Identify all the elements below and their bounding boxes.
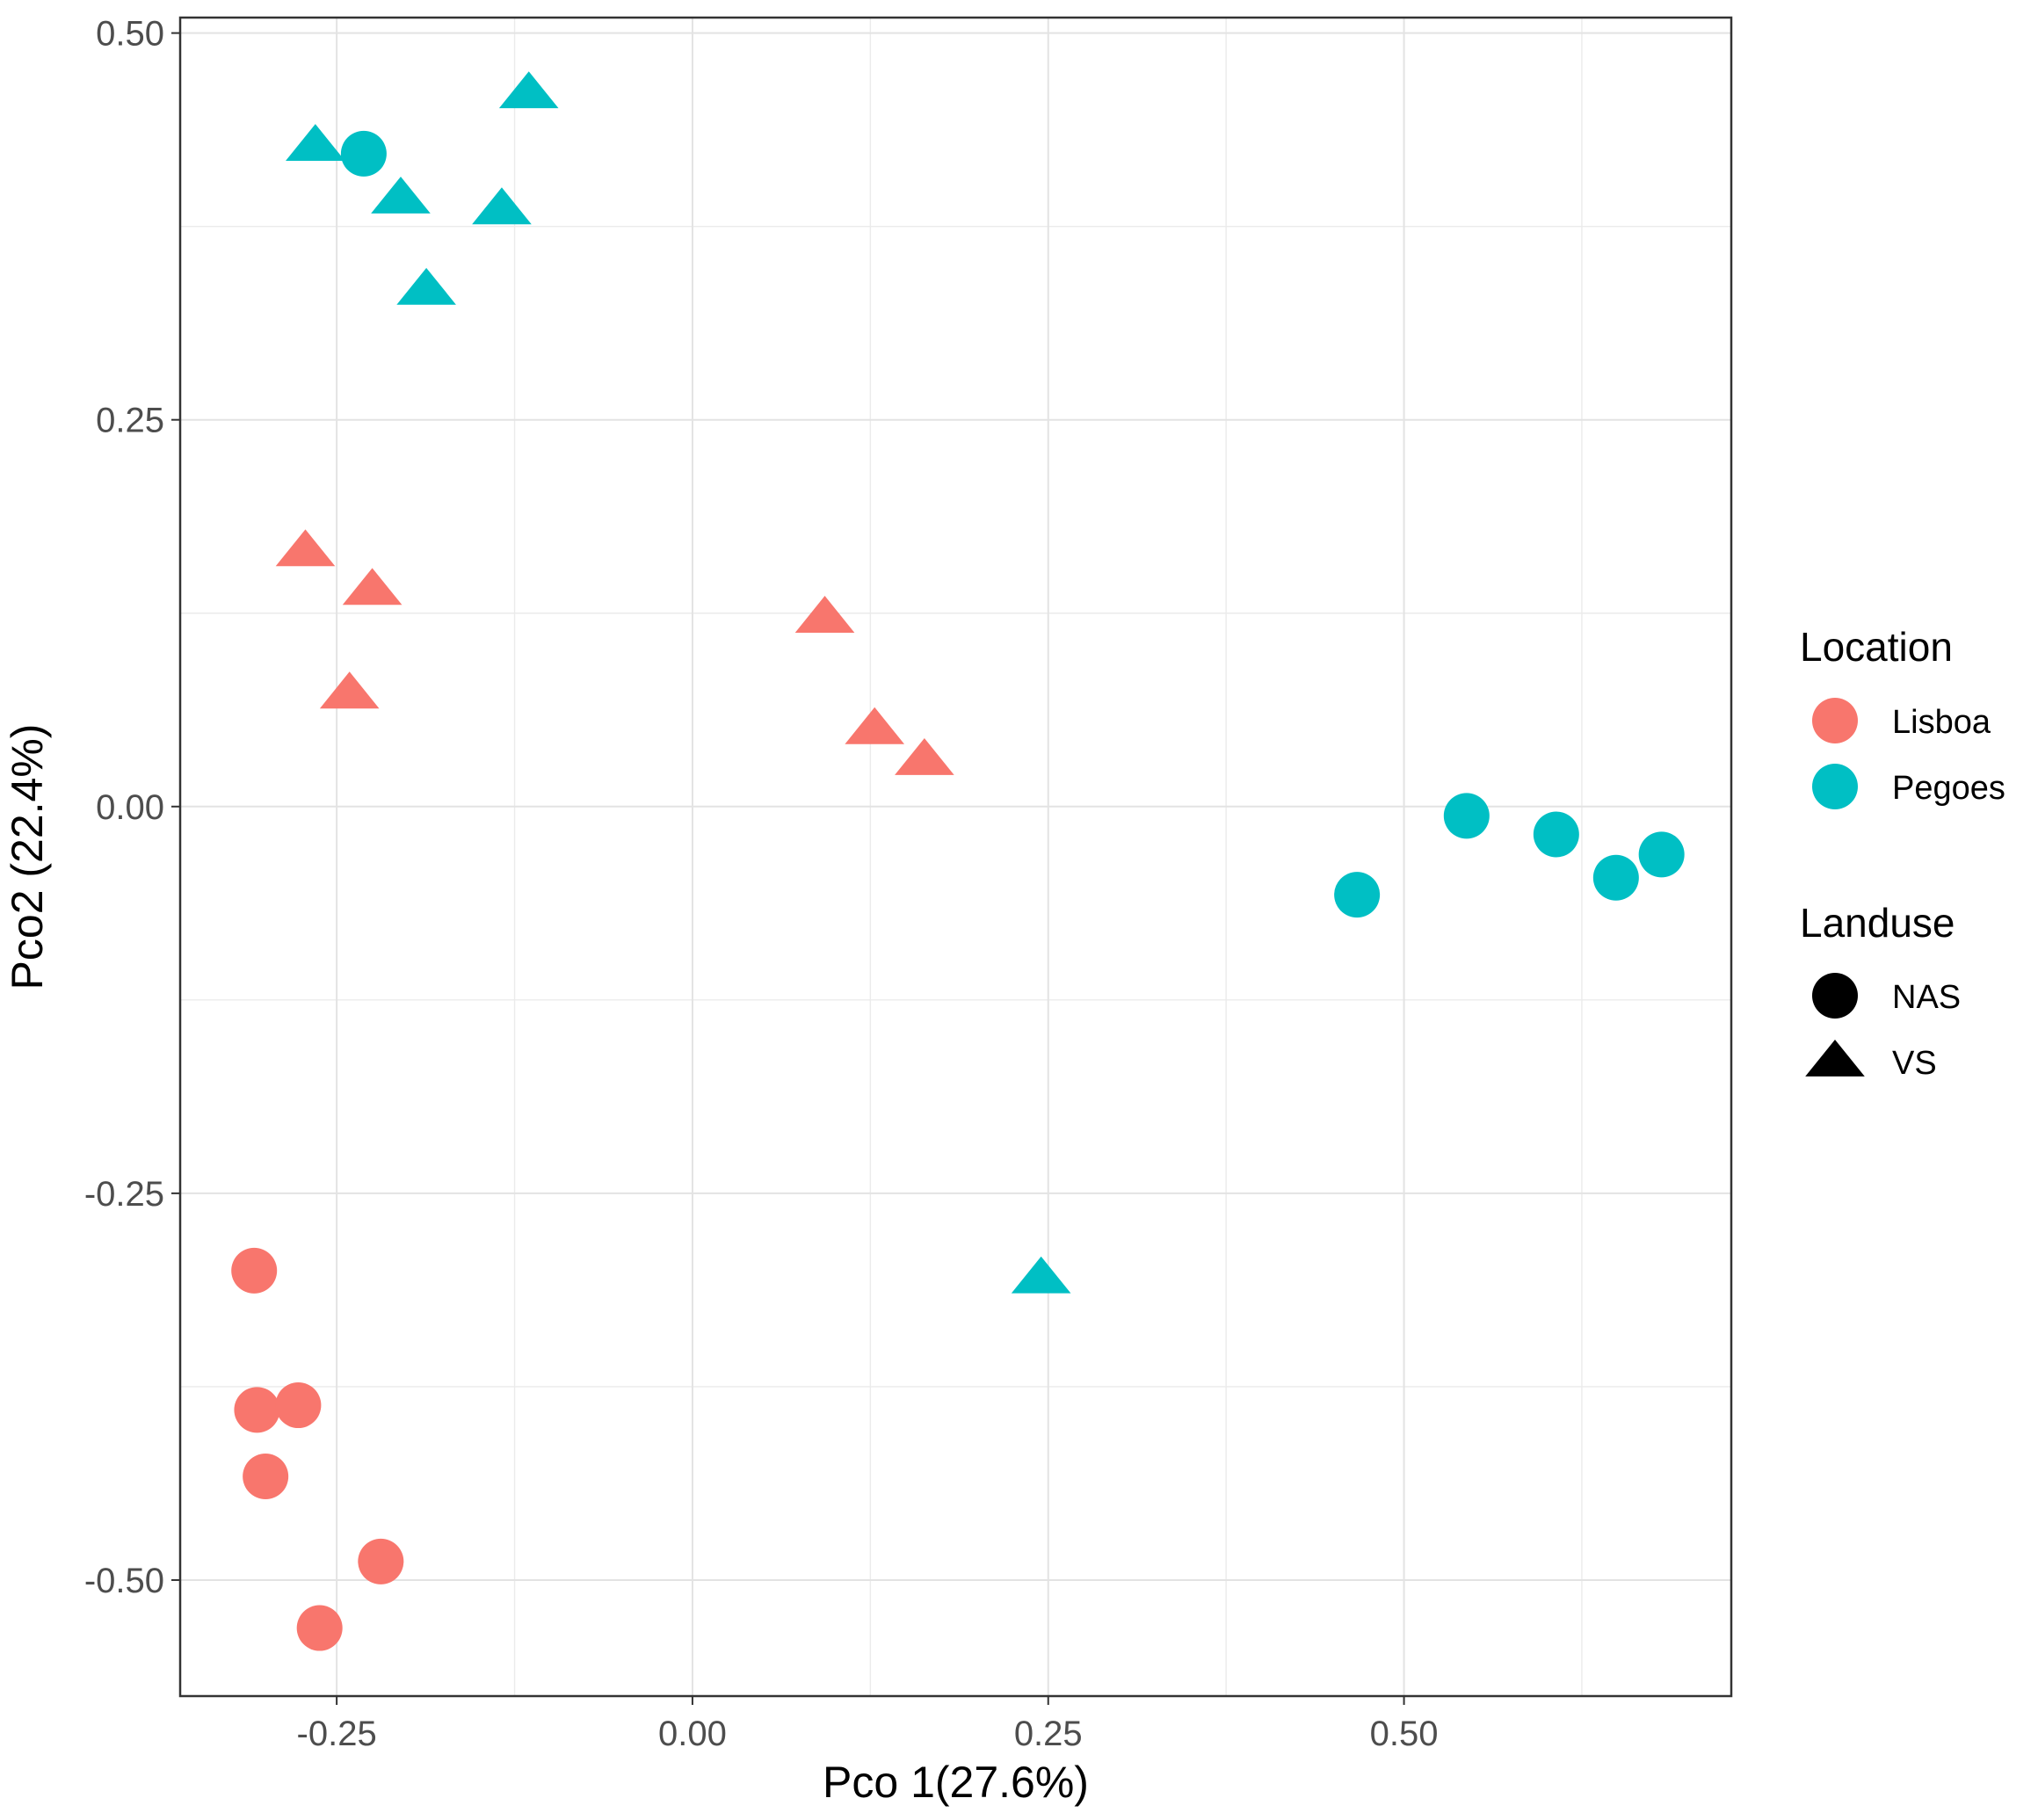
y-tick-label: -0.25	[84, 1175, 164, 1214]
lisboa-nas-point	[231, 1247, 278, 1294]
legend-location-items: Lisboa Pegoes	[1812, 698, 2005, 809]
y-tick-label: 0.50	[96, 15, 164, 54]
pegoes-nas-point	[1638, 831, 1685, 878]
legend-key-nas	[1812, 973, 1858, 1019]
legend-key-lisboa	[1812, 698, 1858, 743]
lisboa-nas-point	[243, 1454, 289, 1500]
y-tick-label: 0.25	[96, 402, 164, 440]
legend-landuse-items: NAS VS	[1805, 973, 1961, 1082]
pegoes-nas-point	[1533, 811, 1579, 858]
legend-label-lisboa: Lisboa	[1892, 704, 1991, 741]
lisboa-vs-point	[275, 529, 336, 567]
y-tick-label: 0.00	[96, 788, 164, 827]
lisboa-vs-point	[794, 596, 855, 633]
pegoes-vs-point	[396, 267, 456, 305]
pegoes-vs-point	[498, 71, 559, 109]
major-gridlines	[180, 18, 1731, 1696]
pegoes-vs-point	[472, 187, 532, 225]
legend-label-pegoes: Pegoes	[1892, 770, 2005, 807]
lisboa-nas-point	[275, 1382, 322, 1429]
lisboa-vs-point	[895, 737, 954, 775]
legend-key-pegoes	[1812, 764, 1858, 809]
legend-location-title: Location	[1800, 624, 1953, 670]
legend-landuse-title: Landuse	[1800, 900, 1955, 946]
pegoes-vs-point	[286, 124, 345, 162]
x-axis-title: Pco 1(27.6%)	[823, 1758, 1089, 1807]
minor-gridlines	[180, 18, 1731, 1696]
legend-key-vs	[1805, 1040, 1865, 1077]
x-tick-label: 0.50	[1370, 1715, 1439, 1753]
y-tick-label: -0.50	[84, 1562, 164, 1600]
y-axis: -0.50 -0.25 0.00 0.25 0.50	[84, 15, 180, 1600]
x-tick-label: 0.25	[1014, 1715, 1083, 1753]
pegoes-vs-point	[1011, 1256, 1071, 1294]
y-axis-title: Pco2 (22.4%)	[3, 724, 52, 990]
lisboa-vs-point	[342, 568, 403, 605]
lisboa-nas-point	[296, 1605, 343, 1651]
legend-label-vs: VS	[1892, 1045, 1937, 1082]
pegoes-nas-point	[1443, 793, 1490, 839]
x-axis: -0.25 0.00 0.25 0.50	[297, 1696, 1439, 1753]
plot-panel	[178, 16, 1733, 1698]
panel-background	[180, 18, 1731, 1696]
pegoes-nas-point	[340, 130, 387, 177]
x-tick-label: 0.00	[658, 1715, 727, 1753]
lisboa-vs-point	[845, 707, 905, 744]
pegoes-nas-point	[1334, 872, 1381, 918]
x-tick-label: -0.25	[297, 1715, 377, 1753]
legend-label-nas: NAS	[1892, 979, 1961, 1016]
pegoes-nas-point	[1592, 854, 1639, 901]
lisboa-vs-point	[319, 671, 380, 709]
lisboa-nas-point	[234, 1387, 280, 1433]
panel-border	[178, 16, 1733, 1698]
pegoes-vs-point	[371, 176, 431, 214]
data-points	[231, 71, 1685, 1651]
legend: Location Lisboa Pegoes Landuse NAS VS	[1800, 624, 2005, 1082]
lisboa-nas-point	[358, 1538, 404, 1584]
